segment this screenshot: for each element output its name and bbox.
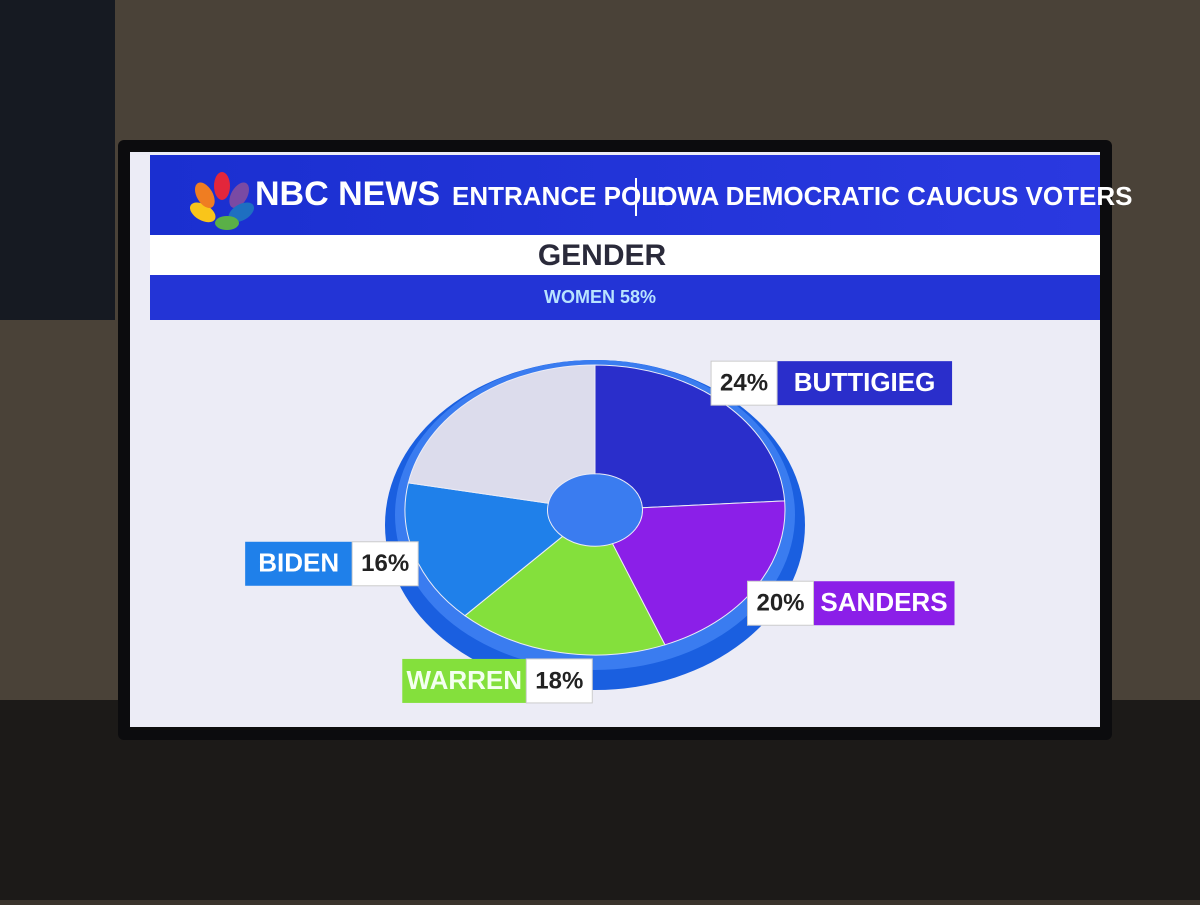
labels: BUTTIGIEG 24% SANDERS 20% WARREN 18% BIDEN 16% bbox=[245, 360, 955, 704]
label-value-box bbox=[747, 580, 815, 626]
pie-slice bbox=[464, 535, 666, 656]
chart-title: GENDER bbox=[538, 239, 667, 272]
subtitle: WOMEN 58% bbox=[544, 287, 656, 307]
label-name-box bbox=[777, 361, 953, 406]
label-name: BIDEN bbox=[258, 548, 339, 578]
label-name-box bbox=[813, 581, 955, 626]
data-label: 16% bbox=[361, 550, 409, 577]
label-name-box bbox=[245, 541, 353, 586]
pie-slice bbox=[407, 364, 596, 504]
label-name: BUTTIGIEG bbox=[794, 367, 936, 397]
header-bar bbox=[150, 155, 1100, 235]
label-name: WARREN bbox=[406, 665, 522, 695]
label-value-box bbox=[525, 658, 593, 704]
label-name: SANDERS bbox=[820, 587, 947, 617]
data-label: 20% bbox=[756, 590, 804, 617]
program: ENTRANCE POLL bbox=[452, 181, 673, 211]
label-name-box bbox=[402, 658, 527, 703]
data-label: 18% bbox=[535, 667, 583, 694]
pie bbox=[404, 364, 786, 656]
data-label: 24% bbox=[720, 370, 768, 397]
label-value-box bbox=[351, 541, 419, 587]
pie-slice bbox=[611, 500, 786, 646]
brand: NBC NEWS bbox=[255, 175, 440, 213]
peacock-logo bbox=[189, 172, 255, 230]
audience: IOWA DEMOCRATIC CAUCUS VOTERS bbox=[650, 181, 1132, 211]
label-value-box bbox=[710, 360, 778, 406]
wall-map bbox=[0, 0, 115, 320]
subtitle-band bbox=[150, 275, 1100, 320]
title-band bbox=[150, 235, 1100, 275]
pie-slice bbox=[594, 364, 786, 509]
pie-slice bbox=[404, 482, 564, 617]
